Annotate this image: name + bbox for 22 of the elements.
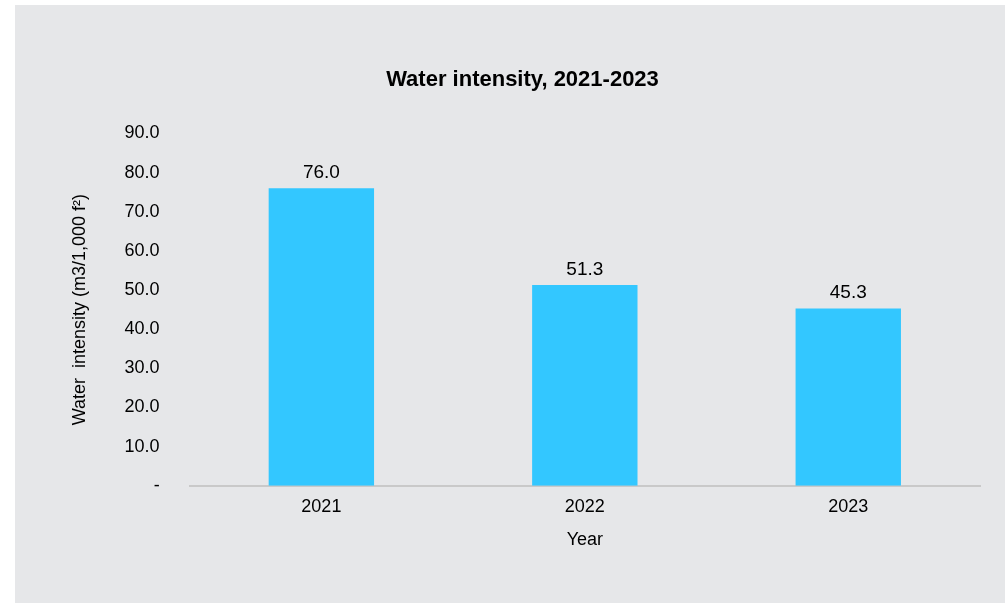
y-tick-label: 30.0 bbox=[124, 357, 160, 378]
y-tick-label: 90.0 bbox=[124, 122, 160, 143]
data-label: 45.3 bbox=[829, 281, 867, 303]
y-tick-label: 60.0 bbox=[124, 239, 160, 260]
y-tick-label: 40.0 bbox=[124, 318, 160, 339]
bar bbox=[795, 308, 901, 486]
y-tick-label: 10.0 bbox=[124, 435, 160, 456]
data-label: 76.0 bbox=[302, 160, 340, 182]
y-tick-label: 20.0 bbox=[124, 396, 160, 417]
x-tick-label: 2021 bbox=[301, 495, 342, 516]
y-tick-label: - bbox=[153, 474, 160, 495]
y-axis-title: Water intensity (m3/1,000 f²) bbox=[68, 193, 89, 426]
x-tick-label: 2023 bbox=[828, 495, 869, 516]
x-axis-title: Year bbox=[566, 529, 603, 550]
y-tick-label: 70.0 bbox=[124, 200, 160, 221]
x-tick-label: 2022 bbox=[564, 495, 605, 516]
data-label: 51.3 bbox=[566, 257, 604, 279]
y-tick-label: 50.0 bbox=[124, 278, 160, 299]
bar bbox=[532, 284, 638, 486]
y-tick-label: 80.0 bbox=[124, 161, 160, 182]
chart-title: Water intensity, 2021-2023 bbox=[386, 66, 659, 92]
bar bbox=[268, 188, 375, 486]
